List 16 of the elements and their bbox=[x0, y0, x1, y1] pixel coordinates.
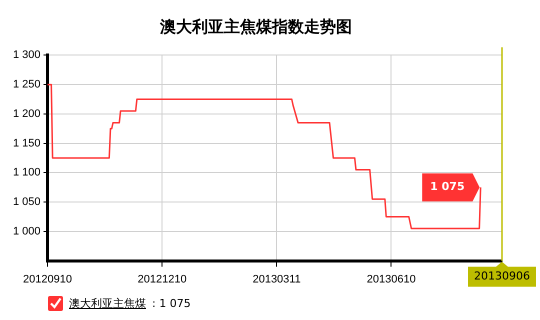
x-tick-label: 20121210 bbox=[138, 273, 187, 286]
legend-label: 澳大利亚主焦煤 bbox=[69, 296, 146, 311]
chart-title: 澳大利亚主焦煤指数走势图 bbox=[159, 16, 352, 36]
y-tick-label: 1 250 bbox=[12, 78, 41, 91]
ref-line-label: 20130906 bbox=[474, 270, 530, 283]
y-tick-label: 1 150 bbox=[12, 137, 41, 150]
y-tick-label: 1 200 bbox=[12, 108, 41, 120]
text: : 1 075 bbox=[152, 297, 191, 310]
x-tick-label: 20120910 bbox=[23, 273, 72, 286]
x-tick-label: 20130610 bbox=[366, 273, 416, 286]
y-tick-label: 1 000 bbox=[12, 225, 41, 238]
y-tick-label: 1 050 bbox=[12, 196, 41, 208]
x-tick-label: 20130311 bbox=[252, 273, 301, 286]
y-tick-label: 1 300 bbox=[12, 49, 41, 62]
data-label: 1 075 bbox=[430, 180, 465, 194]
y-tick-label: 1 100 bbox=[12, 166, 41, 179]
